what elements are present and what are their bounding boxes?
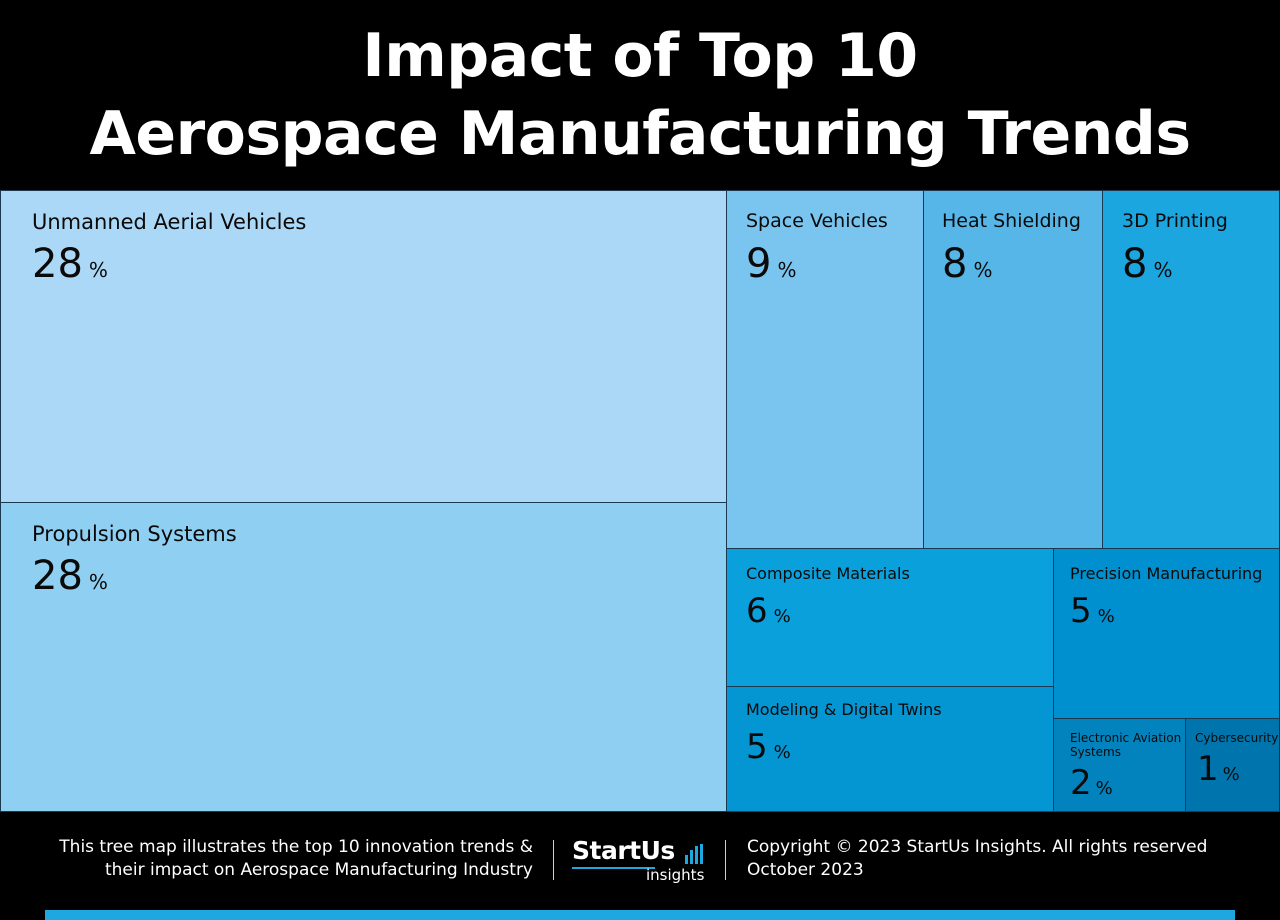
cell-label: Modeling & Digital Twins bbox=[746, 700, 942, 719]
treemap-chart: Unmanned Aerial Vehicles 28% Propulsion … bbox=[0, 190, 1280, 812]
cell-label: Unmanned Aerial Vehicles bbox=[32, 210, 307, 234]
cell-label: Heat Shielding bbox=[942, 210, 1081, 232]
cell-label: Precision Manufacturing bbox=[1070, 564, 1263, 583]
cell-label: Electronic Aviation Systems bbox=[1070, 731, 1182, 759]
footer: This tree map illustrates the top 10 inn… bbox=[0, 812, 1280, 910]
cell-value: 8% bbox=[942, 241, 993, 287]
copyright-line: Copyright © 2023 StartUs Insights. All r… bbox=[747, 837, 1208, 857]
footer-description-line-1: This tree map illustrates the top 10 inn… bbox=[59, 837, 533, 857]
footer-description-line-2: their impact on Aerospace Manufacturing … bbox=[104, 860, 533, 880]
treemap-cell-3d-printing: 3D Printing 8% bbox=[1102, 190, 1280, 549]
cell-value: 6% bbox=[746, 591, 791, 631]
cell-label: Space Vehicles bbox=[746, 210, 888, 232]
treemap-cell-cybersecurity: Cybersecurity 1% bbox=[1185, 718, 1280, 812]
logo-underline bbox=[572, 867, 655, 869]
treemap-cell-unmanned-aerial-vehicles: Unmanned Aerial Vehicles 28% bbox=[0, 190, 727, 503]
cell-label: Propulsion Systems bbox=[32, 522, 237, 546]
treemap-cell-space-vehicles: Space Vehicles 9% bbox=[726, 190, 924, 549]
chart-title-line-2: Aerospace Manufacturing Trends bbox=[89, 99, 1191, 169]
cell-label: Composite Materials bbox=[746, 564, 910, 583]
startus-insights-logo: StartUs insights bbox=[572, 836, 712, 886]
footer-description: This tree map illustrates the top 10 inn… bbox=[13, 836, 533, 882]
bottom-accent-bar bbox=[45, 910, 1235, 920]
cell-value: 1% bbox=[1197, 749, 1240, 789]
treemap-cell-precision-manufacturing: Precision Manufacturing 5% bbox=[1053, 548, 1280, 719]
treemap-cell-propulsion-systems: Propulsion Systems 28% bbox=[0, 502, 727, 812]
cell-value: 2% bbox=[1070, 763, 1113, 803]
footer-copyright: Copyright © 2023 StartUs Insights. All r… bbox=[747, 836, 1267, 882]
cell-value: 5% bbox=[746, 727, 791, 767]
footer-divider-right bbox=[725, 840, 726, 880]
treemap-cell-modeling-digital-twins: Modeling & Digital Twins 5% bbox=[726, 686, 1054, 812]
cell-value: 8% bbox=[1122, 241, 1173, 287]
footer-divider-left bbox=[553, 840, 554, 880]
treemap-cell-electronic-aviation-systems: Electronic Aviation Systems 2% bbox=[1053, 718, 1186, 812]
chart-header: Impact of Top 10 Aerospace Manufacturing… bbox=[0, 0, 1280, 190]
cell-value: 28% bbox=[32, 553, 108, 599]
bar-chart-icon bbox=[685, 844, 705, 864]
cell-value: 28% bbox=[32, 241, 108, 287]
cell-label: Cybersecurity bbox=[1195, 731, 1279, 745]
cell-value: 5% bbox=[1070, 591, 1115, 631]
logo-wordmark: StartUs bbox=[572, 836, 675, 865]
treemap-cell-composite-materials: Composite Materials 6% bbox=[726, 548, 1054, 687]
date-line: October 2023 bbox=[747, 860, 864, 880]
logo-subtext: insights bbox=[646, 866, 705, 884]
treemap-cell-heat-shielding: Heat Shielding 8% bbox=[923, 190, 1103, 549]
cell-label: 3D Printing bbox=[1122, 210, 1228, 232]
cell-value: 9% bbox=[746, 241, 797, 287]
chart-title-line-1: Impact of Top 10 bbox=[362, 21, 918, 91]
